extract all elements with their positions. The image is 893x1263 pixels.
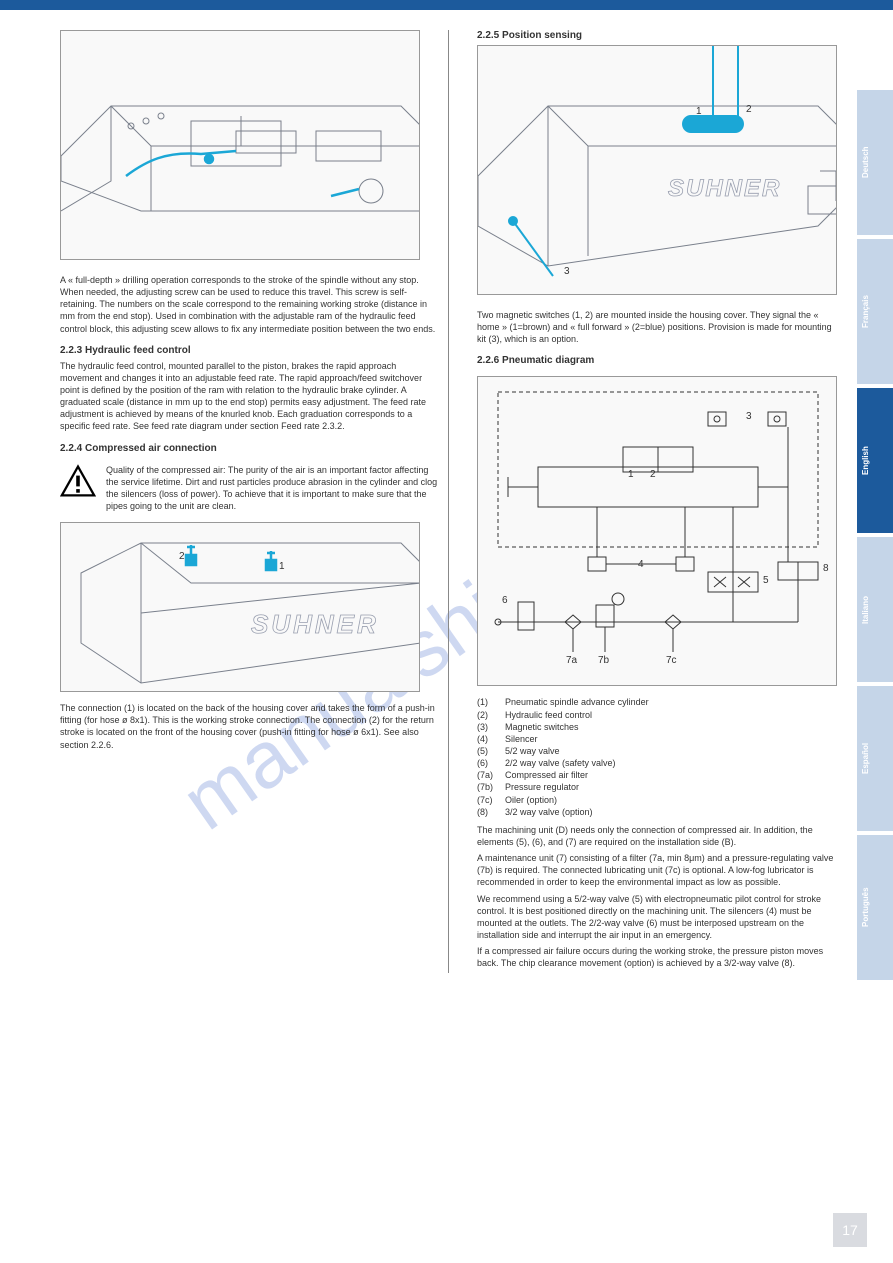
callout-5: 5: [763, 575, 769, 586]
callout-8: 8: [823, 563, 829, 574]
callout-3: 3: [746, 411, 752, 422]
para-sch-d: If a compressed air failure occurs durin…: [477, 945, 837, 969]
legend-row: (2)Hydraulic feed control: [477, 709, 837, 721]
callout-3: 3: [564, 266, 570, 277]
legend-row: (8)3/2 way valve (option): [477, 806, 837, 818]
callout-2: 2: [650, 469, 656, 480]
callout-2: 2: [746, 104, 752, 115]
legend-text: Compressed air filter: [505, 769, 588, 781]
callout-6: 6: [502, 595, 508, 606]
content: A « full-depth » drilling operation corr…: [0, 10, 893, 1013]
warning-icon: [60, 464, 96, 500]
heading-air-connection: 2.2.4 Compressed air connection: [60, 443, 440, 454]
lang-tab-english[interactable]: English: [857, 388, 893, 533]
left-column: A « full-depth » drilling operation corr…: [60, 30, 440, 973]
legend-text: Pressure regulator: [505, 781, 579, 793]
lang-tab-português[interactable]: Português: [857, 835, 893, 980]
para-sch-b: A maintenance unit (7) consisting of a f…: [477, 852, 837, 888]
legend-num: (6): [477, 757, 505, 769]
legend-num: (7c): [477, 794, 505, 806]
figure-position-sensing: SUHNER 1 2 3: [477, 45, 837, 295]
legend-num: (1): [477, 696, 505, 708]
callout-2: 2: [179, 551, 185, 562]
svg-text:SUHNER: SUHNER: [668, 175, 781, 202]
heading-hydraulic: 2.2.3 Hydraulic feed control: [60, 345, 440, 356]
right-column: 2.2.5 Position sensing SUHNER: [457, 30, 837, 973]
para-connection: The connection (1) is located on the bac…: [60, 702, 440, 751]
legend-text: 3/2 way valve (option): [505, 806, 593, 818]
legend-text: Silencer: [505, 733, 538, 745]
para-warning: Quality of the compressed air: The purit…: [106, 464, 440, 513]
heading-pneumatic-diagram: 2.2.6 Pneumatic diagram: [477, 355, 837, 366]
callout-1: 1: [696, 106, 702, 117]
warning-row: Quality of the compressed air: The purit…: [60, 464, 440, 513]
para-sch-c: We recommend using a 5/2-way valve (5) w…: [477, 893, 837, 942]
legend-row: (1)Pneumatic spindle advance cylinder: [477, 696, 837, 708]
legend-text: Oiler (option): [505, 794, 557, 806]
legend-num: (5): [477, 745, 505, 757]
page-number: 17: [833, 1213, 867, 1247]
callout-7a: 7a: [566, 655, 577, 666]
legend-row: (7a)Compressed air filter: [477, 769, 837, 781]
callout-1: 1: [628, 469, 634, 480]
legend-row: (7c)Oiler (option): [477, 794, 837, 806]
para-hydraulic: The hydraulic feed control, mounted para…: [60, 360, 440, 433]
schematic-legend: (1)Pneumatic spindle advance cylinder(2)…: [477, 696, 837, 817]
lang-tab-italiano[interactable]: Italiano: [857, 537, 893, 682]
legend-num: (7a): [477, 769, 505, 781]
lang-tab-deutsch[interactable]: Deutsch: [857, 90, 893, 235]
heading-position-sensing: 2.2.5 Position sensing: [477, 30, 837, 41]
figure-stroke-adjust: [60, 30, 420, 260]
legend-row: (7b)Pressure regulator: [477, 781, 837, 793]
figure-pneumatic-diagram: 1 2 3 4 5 6 7a 7b 7c 8: [477, 376, 837, 686]
para-sensing: Two magnetic switches (1, 2) are mounted…: [477, 309, 837, 345]
svg-text:SUHNER: SUHNER: [251, 609, 379, 639]
legend-text: 5/2 way valve: [505, 745, 560, 757]
para-fulldepth: A « full-depth » drilling operation corr…: [60, 274, 440, 335]
legend-num: (2): [477, 709, 505, 721]
legend-row: (5)5/2 way valve: [477, 745, 837, 757]
legend-num: (4): [477, 733, 505, 745]
legend-num: (7b): [477, 781, 505, 793]
callout-7b: 7b: [598, 655, 609, 666]
lang-tab-español[interactable]: Español: [857, 686, 893, 831]
callout-1: 1: [279, 561, 285, 572]
lang-tab-français[interactable]: Français: [857, 239, 893, 384]
language-tabs: Deutsch Français English Italiano Español Por…: [857, 90, 893, 984]
figure-air-connection: SUHNER 1 2: [60, 522, 420, 692]
header-bar: [0, 0, 893, 10]
legend-row: (4)Silencer: [477, 733, 837, 745]
para-sch-a: The machining unit (D) needs only the co…: [477, 824, 837, 848]
legend-text: Hydraulic feed control: [505, 709, 592, 721]
legend-row: (6)2/2 way valve (safety valve): [477, 757, 837, 769]
callout-7c: 7c: [666, 655, 677, 666]
legend-text: Pneumatic spindle advance cylinder: [505, 696, 649, 708]
legend-num: (3): [477, 721, 505, 733]
legend-num: (8): [477, 806, 505, 818]
legend-text: Magnetic switches: [505, 721, 579, 733]
legend-text: 2/2 way valve (safety valve): [505, 757, 616, 769]
column-divider: [448, 30, 449, 973]
callout-4: 4: [638, 559, 644, 570]
legend-row: (3)Magnetic switches: [477, 721, 837, 733]
